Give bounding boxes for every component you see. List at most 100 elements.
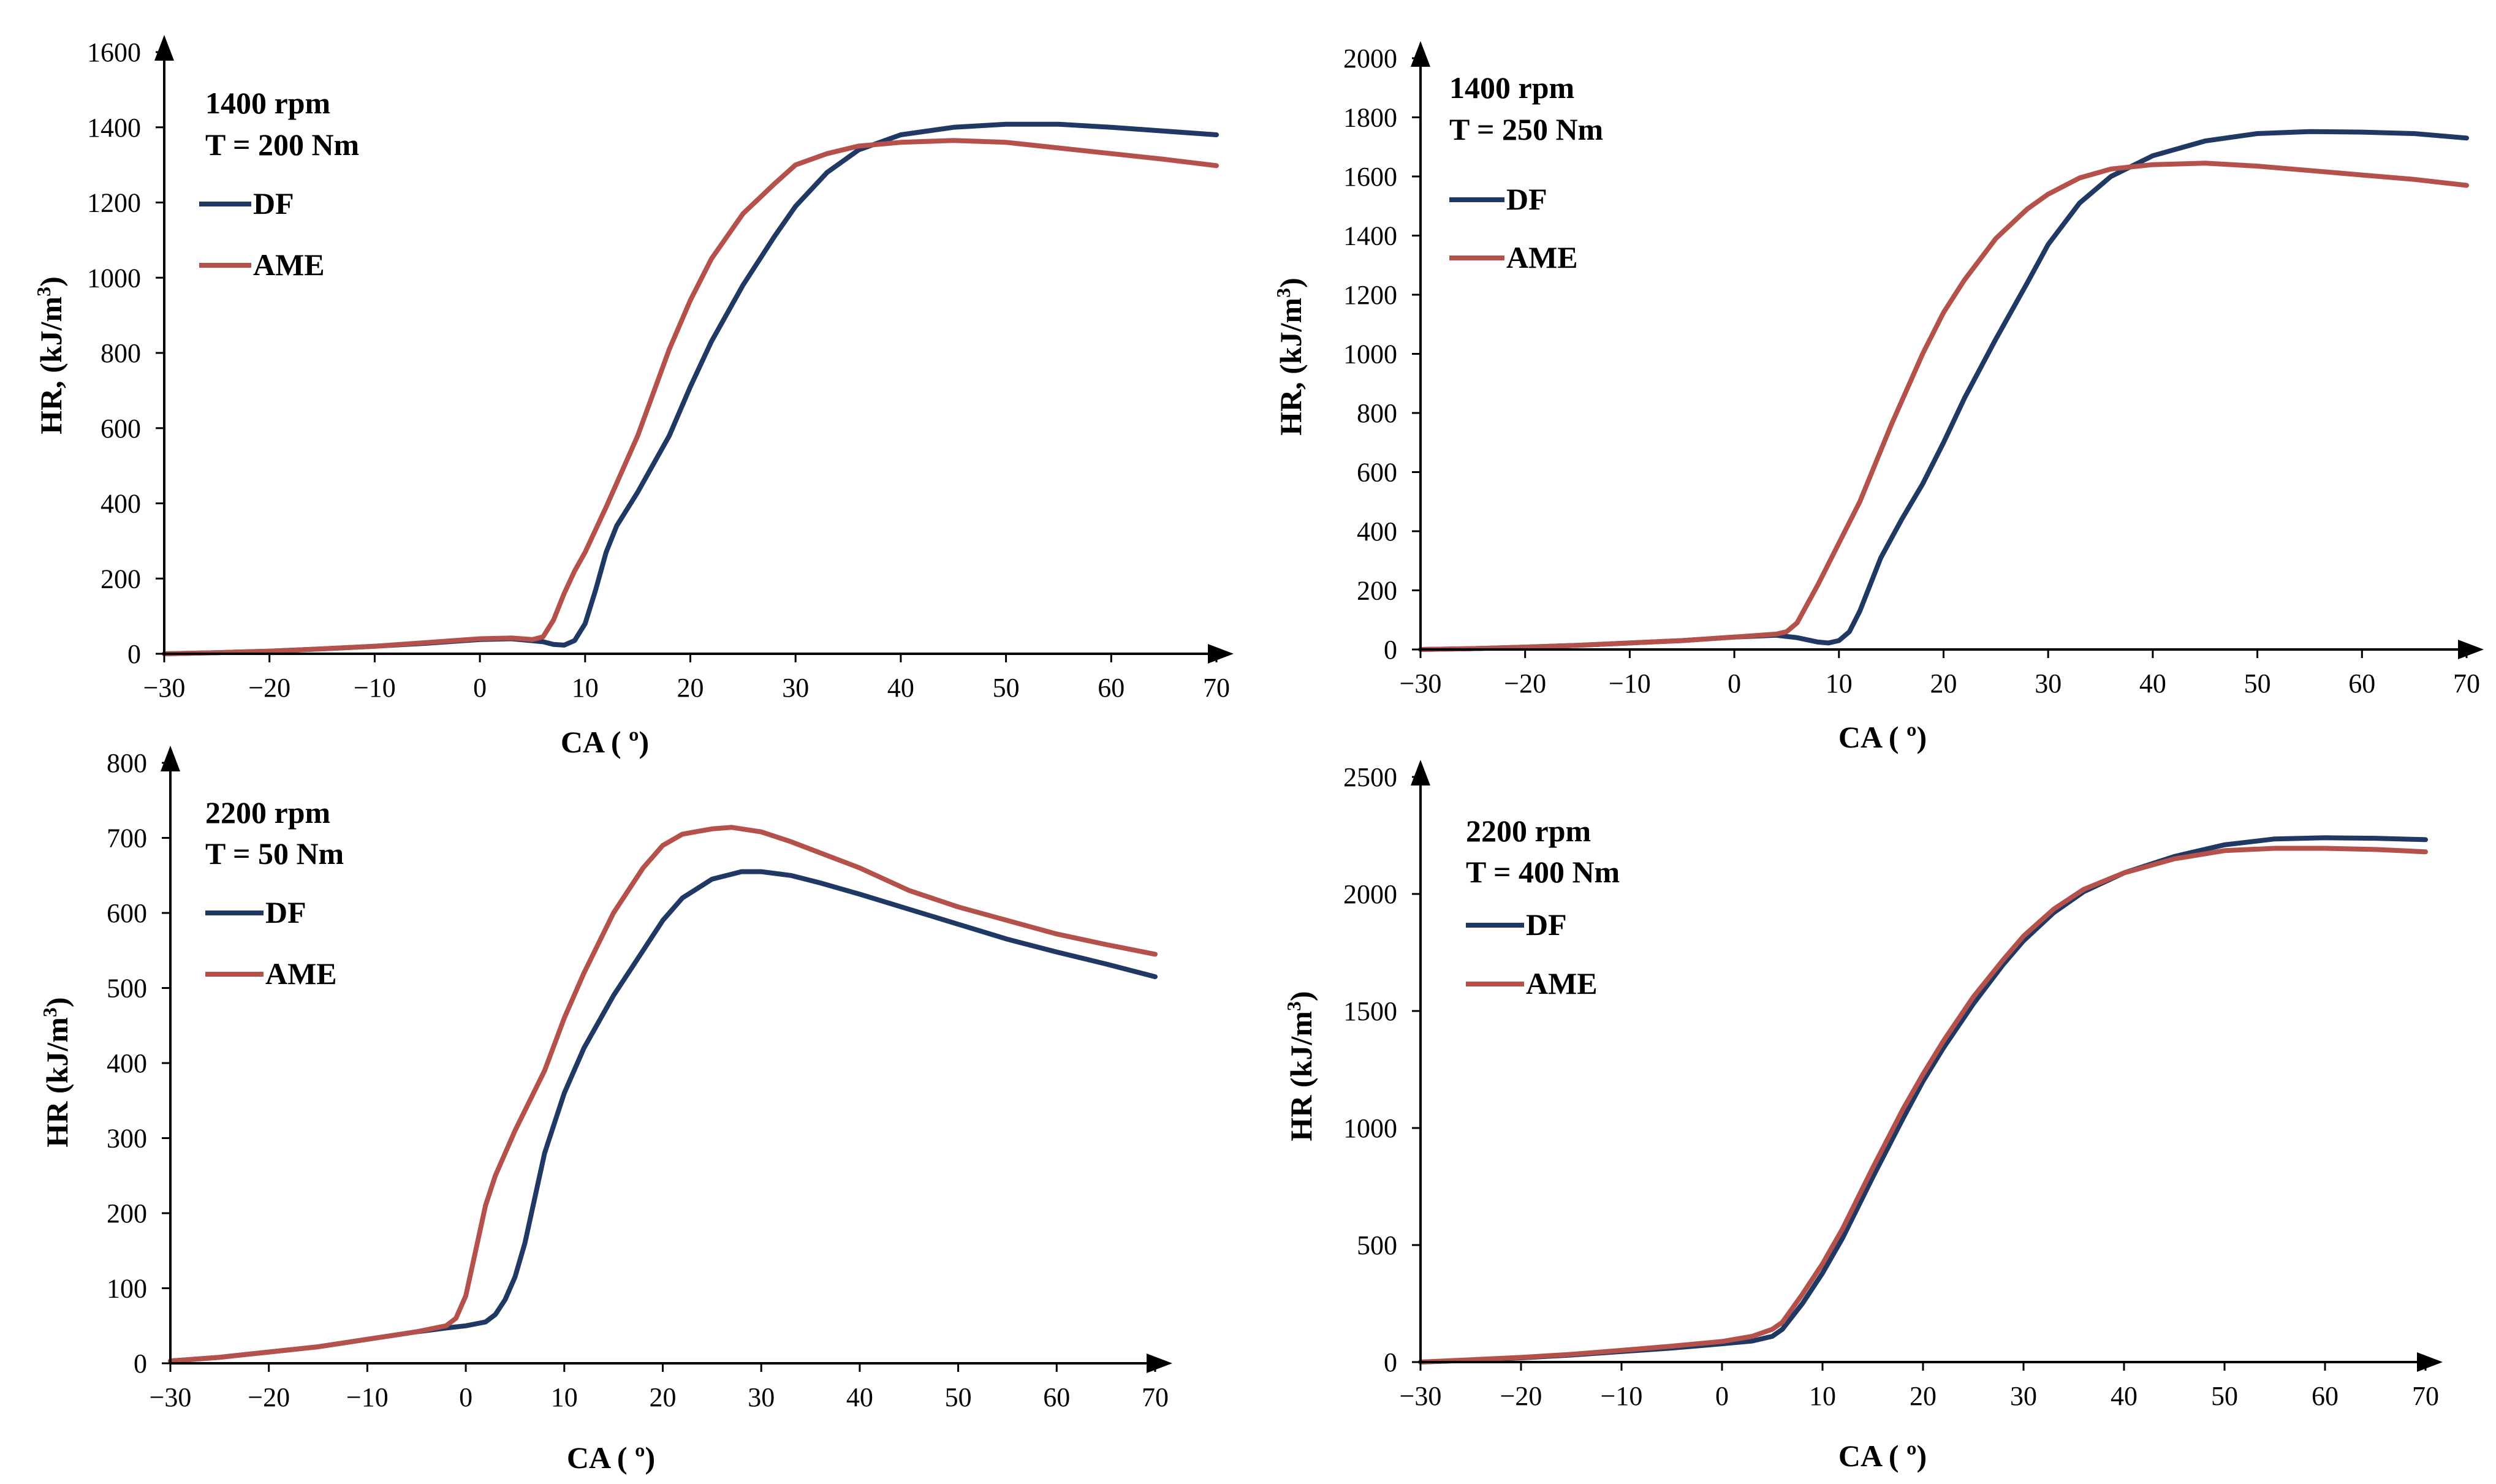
annotation-speed: 1400 rpm [205, 86, 330, 120]
legend-label-ame: AME [1506, 240, 1578, 274]
y-tick-label: 200 [107, 1198, 147, 1228]
x-tick-label: 10 [551, 1382, 578, 1412]
y-tick-label: 1500 [1343, 996, 1397, 1026]
y-tick-label: 1000 [87, 263, 141, 293]
x-tick-label: 50 [945, 1382, 972, 1412]
legend-label-ame: AME [253, 248, 325, 282]
y-tick-label: 600 [101, 414, 141, 444]
y-tick-label: 800 [1357, 398, 1397, 428]
legend-label-ame: AME [1526, 966, 1598, 1001]
y-tick-label: 1400 [87, 113, 141, 143]
x-axis-arrow [2458, 640, 2484, 659]
x-axis-arrow [2417, 1352, 2443, 1372]
x-tick-label: 60 [1098, 673, 1125, 703]
y-tick-label: 500 [1357, 1230, 1397, 1260]
y-tick-label: 1600 [87, 37, 141, 67]
x-axis-title: CA ( º) [1838, 1439, 1927, 1473]
x-axis-arrow [1208, 644, 1234, 664]
x-tick-label: 10 [572, 673, 599, 703]
x-tick-label: −10 [1601, 1381, 1643, 1411]
x-axis-title: CA ( º) [1838, 720, 1927, 754]
x-tick-label: 20 [677, 673, 704, 703]
x-tick-label: −10 [354, 673, 396, 703]
x-tick-label: 20 [650, 1382, 677, 1412]
x-tick-label: 10 [1809, 1381, 1836, 1411]
panel-top-right: 1400 rpm T = 250 Nm DF AME CA ( º) HR, (… [1272, 41, 2484, 754]
y-tick-label: 800 [107, 748, 147, 778]
annotation-torque: T = 200 Nm [205, 127, 359, 162]
annotation-speed: 2200 rpm [205, 795, 330, 830]
y-axis-title: HR (kJ/m3) [1283, 991, 1318, 1141]
y-axis-arrow [161, 746, 180, 771]
x-axis-title: CA ( º) [561, 725, 649, 759]
y-axis-title: HR, (kJ/m3) [32, 276, 68, 434]
x-tick-label: −30 [150, 1382, 192, 1412]
annotation-speed: 2200 rpm [1466, 814, 1591, 848]
y-tick-label: 800 [101, 338, 141, 368]
x-tick-label: 30 [748, 1382, 775, 1412]
series-line-ame [1418, 846, 2428, 1365]
y-tick-label: 300 [107, 1124, 147, 1154]
x-tick-label: −20 [1504, 668, 1546, 698]
x-tick-label: 70 [2412, 1381, 2439, 1411]
y-axis-title: HR (kJ/m3) [39, 997, 74, 1147]
x-tick-label: 40 [887, 673, 914, 703]
x-tick-label: 60 [2348, 668, 2375, 698]
x-tick-label: 20 [1910, 1381, 1936, 1411]
x-tick-label: 70 [1203, 673, 1230, 703]
y-tick-label: 2000 [1343, 879, 1397, 909]
y-tick-label: 1000 [1343, 1113, 1397, 1143]
y-tick-label: 600 [107, 898, 147, 928]
legend-label-df: DF [1526, 907, 1567, 942]
x-tick-label: 60 [1043, 1382, 1070, 1412]
annotation-speed: 1400 rpm [1449, 70, 1574, 105]
y-axis-arrow [1411, 41, 1430, 67]
x-tick-label: −30 [1400, 668, 1442, 698]
y-tick-label: 2500 [1343, 762, 1397, 792]
x-tick-label: 10 [1826, 668, 1853, 698]
y-tick-label: 200 [1357, 576, 1397, 606]
y-tick-label: 0 [1384, 635, 1397, 665]
y-tick-label: 100 [107, 1274, 147, 1304]
x-tick-label: 30 [782, 673, 809, 703]
x-tick-label: 0 [1728, 668, 1741, 698]
y-tick-label: 1000 [1343, 339, 1397, 369]
x-tick-label: 30 [2010, 1381, 2037, 1411]
y-tick-label: 1200 [1343, 280, 1397, 310]
x-tick-label: −20 [248, 673, 290, 703]
y-tick-label: 0 [127, 639, 141, 669]
legend-label-df: DF [1506, 182, 1547, 216]
x-tick-label: 0 [459, 1382, 472, 1412]
x-tick-label: 30 [2035, 668, 2062, 698]
y-tick-label: 400 [101, 489, 141, 519]
x-tick-label: −30 [1400, 1381, 1442, 1411]
annotation-torque: T = 250 Nm [1449, 112, 1603, 146]
annotation-torque: T = 400 Nm [1466, 855, 1620, 889]
annotation-torque: T = 50 Nm [205, 836, 344, 871]
y-tick-label: 400 [107, 1048, 147, 1078]
y-tick-label: 700 [107, 823, 147, 854]
panel-bottom-left: 2200 rpm T = 50 Nm DF AME CA ( º) HR (kJ… [39, 746, 1172, 1475]
x-tick-label: 50 [2244, 668, 2271, 698]
y-tick-label: 0 [134, 1349, 147, 1379]
x-tick-label: −20 [1500, 1381, 1542, 1411]
x-tick-label: 0 [1715, 1381, 1729, 1411]
y-tick-label: 400 [1357, 517, 1397, 547]
y-tick-label: 1800 [1343, 103, 1397, 133]
panel-bottom-right: 2200 rpm T = 400 Nm DF AME CA ( º) HR (k… [1283, 760, 2443, 1473]
y-tick-label: 500 [107, 974, 147, 1004]
y-tick-label: 600 [1357, 458, 1397, 488]
y-axis-title: HR, (kJ/m3) [1272, 278, 1308, 436]
x-tick-label: 60 [2312, 1381, 2339, 1411]
x-tick-label: 40 [2139, 668, 2166, 698]
y-tick-label: 1400 [1343, 221, 1397, 251]
series-line-ame [1418, 161, 2469, 652]
y-tick-label: 0 [1384, 1347, 1397, 1377]
x-tick-label: −30 [143, 673, 186, 703]
legend-label-df: DF [253, 186, 294, 221]
x-axis-arrow [1147, 1353, 1172, 1373]
legend-label-ame: AME [265, 956, 337, 991]
series-line-ame [168, 825, 1158, 1364]
x-tick-label: 50 [2211, 1381, 2238, 1411]
